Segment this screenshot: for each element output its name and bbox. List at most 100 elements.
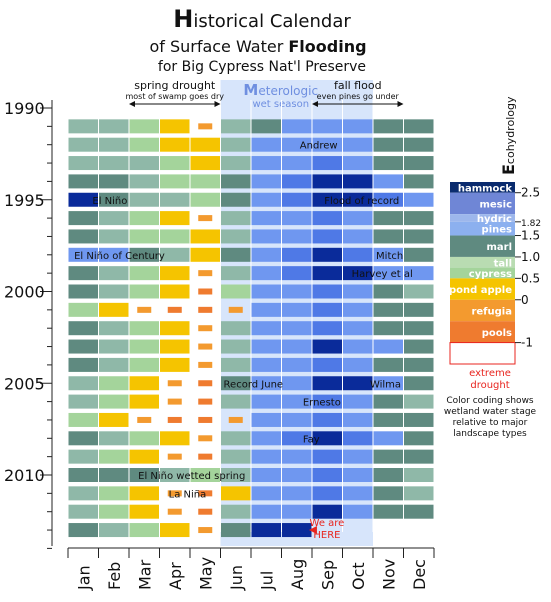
legend-label-10-b: drought <box>470 380 509 391</box>
cell-2010-feb <box>99 468 129 482</box>
cell-2012-oct <box>343 504 373 519</box>
cell-2009-nov <box>373 449 403 464</box>
cell-2000-jul <box>251 284 281 299</box>
cell-2001-jul <box>251 302 281 317</box>
y-tick-label-1990: 1990 <box>4 99 45 118</box>
cell-1996-nov <box>373 211 403 226</box>
cell-2001-dec <box>404 302 434 317</box>
cell-1994-jun <box>221 174 251 189</box>
cell-2005-jul <box>251 376 281 391</box>
cell-1991-may <box>198 123 213 130</box>
x-tick-label-aug: Aug <box>288 559 307 590</box>
cell-2013-apr <box>160 523 190 538</box>
cell-2001-aug <box>282 302 312 317</box>
cell-1991-oct <box>343 119 373 134</box>
legend-label-0: hammock <box>458 183 513 194</box>
cell-1994-nov <box>373 174 403 189</box>
cell-2000-jun <box>221 284 251 299</box>
annotation-arrowhead-left-0 <box>129 101 135 107</box>
cell-2001-mar <box>137 306 152 313</box>
cell-2007-mar <box>137 416 152 423</box>
cell-1997-aug <box>282 229 312 244</box>
cell-2002-nov <box>373 321 403 336</box>
cell-2003-aug <box>282 339 312 354</box>
cell-1992-jul <box>251 137 281 152</box>
cell-1993-jul <box>251 156 281 171</box>
cell-2008-feb <box>99 431 129 446</box>
cell-1992-aug <box>282 137 312 152</box>
x-tick-label-jun: Jun <box>227 565 246 591</box>
event-label-4: Mitch <box>376 251 403 262</box>
cell-1999-jan <box>68 266 98 281</box>
cell-1994-feb <box>99 174 129 189</box>
title-line-2-bold: Flooding <box>288 37 366 56</box>
title-line-3: for Big Cypress Nat'l Preserve <box>158 59 366 75</box>
legend-tick-label-6: -1 <box>521 336 533 350</box>
cell-2011-feb <box>99 486 129 501</box>
cell-1991-apr <box>160 119 190 134</box>
legend-swatch-10 <box>449 342 516 365</box>
cell-2009-jul <box>251 449 281 464</box>
cell-2003-sep <box>312 339 342 354</box>
cell-2002-may <box>198 325 213 332</box>
cell-1996-feb <box>99 211 129 226</box>
cell-1995-may <box>190 192 220 207</box>
cell-2008-jan <box>68 431 98 446</box>
event-label-6: Record June <box>224 379 284 390</box>
cell-1999-mar <box>129 266 159 281</box>
cell-2011-jul <box>251 486 281 501</box>
cell-1993-mar <box>129 156 159 171</box>
cell-1992-feb <box>99 137 129 152</box>
cell-2001-feb <box>99 302 129 317</box>
cell-2010-jun <box>221 468 251 482</box>
cell-2012-aug <box>282 504 312 519</box>
x-tick-label-jan: Jan <box>74 565 93 591</box>
cell-2009-oct <box>343 449 373 464</box>
cell-1996-mar <box>129 211 159 226</box>
cell-2006-may <box>198 398 213 405</box>
cell-2003-dec <box>404 339 434 354</box>
legend-tick-label-1: 1.82 <box>521 219 541 229</box>
here-label-line-1: We are <box>310 518 345 529</box>
cell-1998-mar <box>129 247 159 262</box>
cell-1999-aug <box>282 266 312 281</box>
cell-2006-mar <box>129 394 159 409</box>
cell-2002-jun <box>221 321 251 336</box>
cell-2011-dec <box>404 486 434 501</box>
annotation-sub-0: most of swamp goes dry <box>125 92 224 101</box>
cell-2012-may <box>198 508 213 515</box>
legend-note-1: wetland water stage <box>444 407 537 417</box>
cell-1992-jan <box>68 137 98 152</box>
cell-1993-may <box>190 156 220 171</box>
cell-2013-jun <box>221 523 251 538</box>
legend-label-9: pools <box>482 328 512 339</box>
cell-1998-dec <box>404 247 434 262</box>
cell-2008-oct <box>343 431 373 446</box>
cell-2011-apr <box>167 490 182 497</box>
cell-2004-jun <box>221 357 251 372</box>
legend-swatch-4 <box>450 235 515 257</box>
title-line-2: of Surface Water Flooding <box>149 37 366 56</box>
legend-label-7: pond apple <box>449 285 512 296</box>
cell-1996-apr <box>160 211 190 226</box>
cell-2006-jan <box>68 394 98 409</box>
event-labels: Andrew El Niño Flood of record El Niño of C… <box>74 141 413 501</box>
cell-2005-may <box>198 380 213 387</box>
cell-2008-jul <box>251 431 281 446</box>
chart-title: Historical Calendar of Surface Water Flo… <box>149 5 366 75</box>
cell-1991-jan <box>68 119 98 134</box>
cell-1997-oct <box>343 229 373 244</box>
cell-2006-apr <box>167 398 182 405</box>
event-label-9: Fay <box>303 434 320 445</box>
legend-swatch-8 <box>450 299 515 322</box>
cell-1993-nov <box>373 156 403 171</box>
cell-1992-sep <box>312 137 342 152</box>
x-axis: Jan Feb Mar Apr May Jun Jul Aug Sep Oct Nov Dec <box>67 547 435 591</box>
event-label-0: Andrew <box>300 141 338 152</box>
cell-2010-apr <box>160 468 190 482</box>
cell-2009-mar <box>129 449 159 464</box>
cell-2009-jan <box>68 449 98 464</box>
cell-1995-feb <box>99 192 129 207</box>
cell-2005-apr <box>167 380 182 387</box>
